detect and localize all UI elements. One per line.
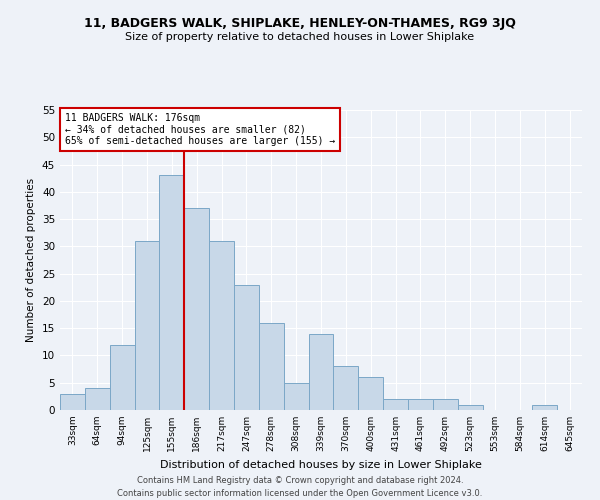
Bar <box>458 404 482 410</box>
Text: Size of property relative to detached houses in Lower Shiplake: Size of property relative to detached ho… <box>125 32 475 42</box>
Bar <box>60 394 85 410</box>
Bar <box>408 399 433 410</box>
Text: 11 BADGERS WALK: 176sqm
← 34% of detached houses are smaller (82)
65% of semi-de: 11 BADGERS WALK: 176sqm ← 34% of detache… <box>65 113 335 146</box>
Bar <box>334 366 358 410</box>
Bar <box>284 382 308 410</box>
Text: 11, BADGERS WALK, SHIPLAKE, HENLEY-ON-THAMES, RG9 3JQ: 11, BADGERS WALK, SHIPLAKE, HENLEY-ON-TH… <box>84 18 516 30</box>
X-axis label: Distribution of detached houses by size in Lower Shiplake: Distribution of detached houses by size … <box>160 460 482 469</box>
Bar <box>110 344 134 410</box>
Bar <box>209 241 234 410</box>
Bar <box>85 388 110 410</box>
Bar <box>259 322 284 410</box>
Bar <box>308 334 334 410</box>
Bar <box>532 404 557 410</box>
Bar <box>358 378 383 410</box>
Text: Contains HM Land Registry data © Crown copyright and database right 2024.
Contai: Contains HM Land Registry data © Crown c… <box>118 476 482 498</box>
Bar <box>433 399 458 410</box>
Bar <box>383 399 408 410</box>
Bar <box>134 241 160 410</box>
Bar <box>184 208 209 410</box>
Bar <box>234 284 259 410</box>
Bar <box>160 176 184 410</box>
Y-axis label: Number of detached properties: Number of detached properties <box>26 178 37 342</box>
